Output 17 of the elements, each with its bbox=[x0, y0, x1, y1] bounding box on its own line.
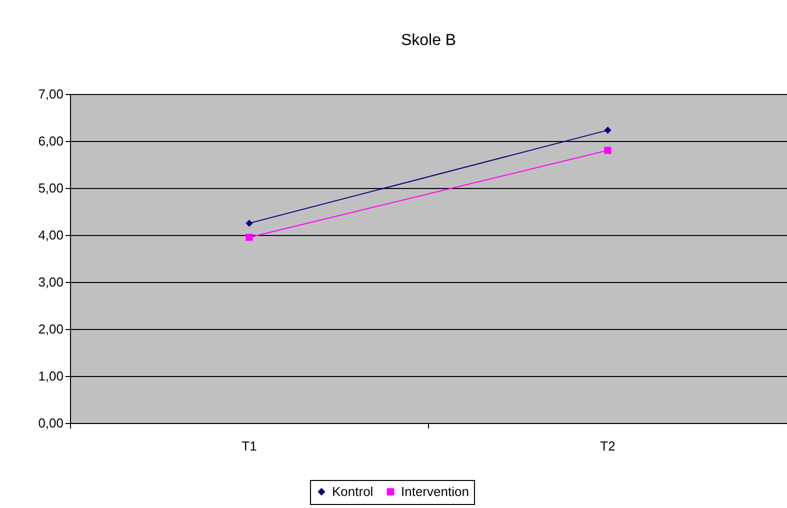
legend-label: Kontrol bbox=[332, 484, 374, 499]
y-tick-label: 2,00 bbox=[38, 322, 64, 336]
chart-title: Skole B bbox=[400, 32, 456, 49]
point bbox=[604, 126, 612, 134]
point bbox=[246, 234, 253, 241]
y-tick-label: 0,00 bbox=[38, 416, 64, 430]
y-tick-label: 5,00 bbox=[38, 180, 64, 196]
y-tick-label: 7,00 bbox=[38, 86, 64, 102]
y-tick-label: 6,00 bbox=[38, 134, 64, 148]
y-tick-label: 1,00 bbox=[38, 368, 64, 384]
point bbox=[246, 220, 253, 227]
x-tick-label: T2 bbox=[600, 438, 616, 454]
y-tick-label: 3,00 bbox=[38, 274, 64, 290]
legend-label: Intervention bbox=[401, 484, 469, 499]
point bbox=[604, 146, 612, 154]
y-tick-label: 4,00 bbox=[38, 228, 64, 242]
x-tick-label: T1 bbox=[242, 438, 257, 454]
